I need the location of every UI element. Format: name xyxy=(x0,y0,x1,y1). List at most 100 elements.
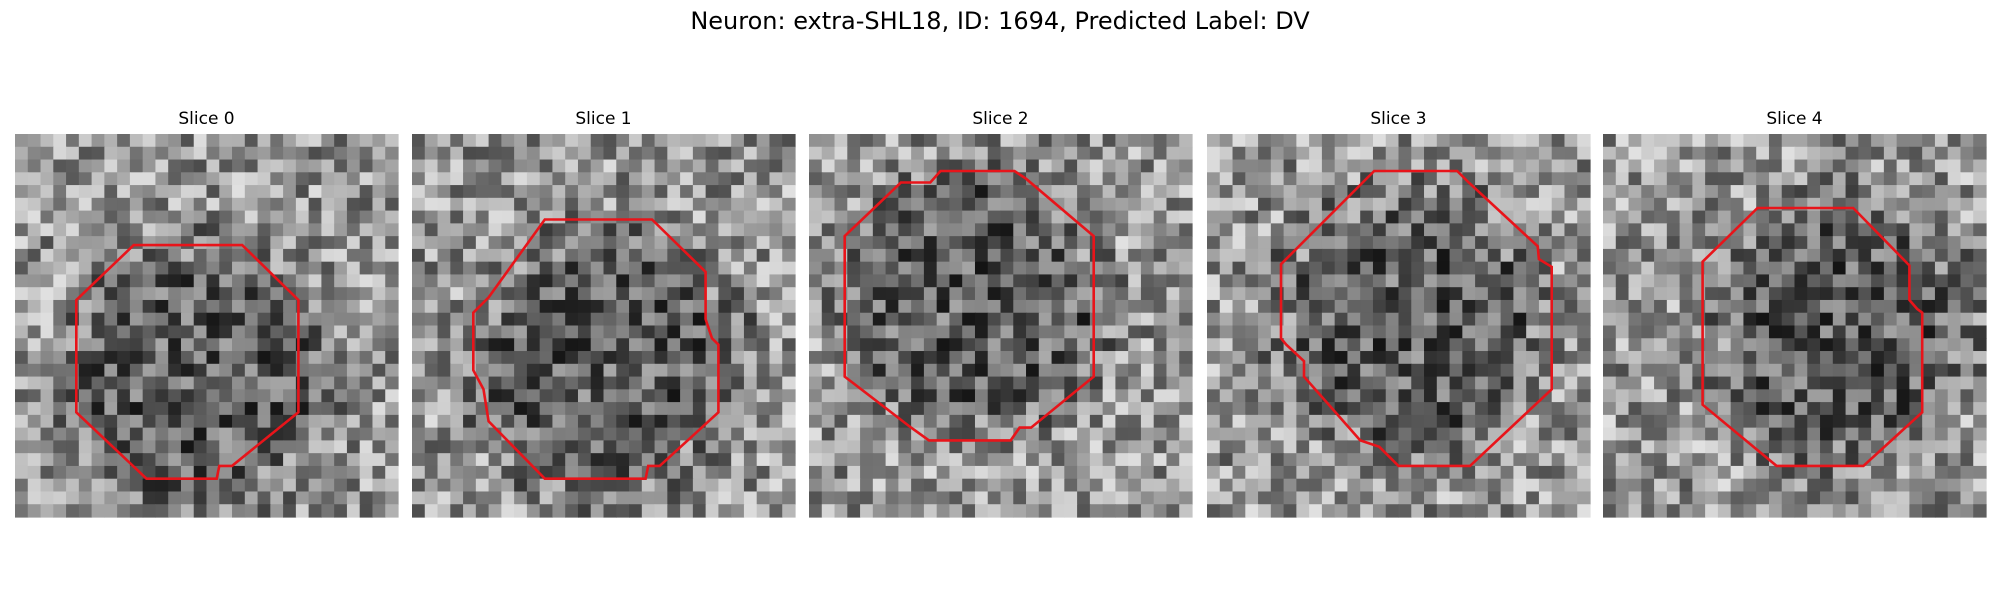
pixel xyxy=(590,134,605,148)
pixel xyxy=(1424,427,1438,441)
pixel xyxy=(270,185,284,199)
pixel xyxy=(987,312,1002,327)
pixel xyxy=(1449,299,1463,314)
pixel xyxy=(53,312,67,327)
pixel xyxy=(731,478,745,493)
pixel xyxy=(1692,172,1706,186)
pixel xyxy=(1000,338,1014,352)
pixel xyxy=(616,414,630,429)
pixel xyxy=(321,274,335,288)
pixel xyxy=(1666,338,1681,352)
pixel xyxy=(1372,159,1387,173)
pixel xyxy=(821,402,836,416)
pixel xyxy=(463,146,477,161)
pixel xyxy=(1270,172,1285,186)
pixel xyxy=(1296,210,1310,224)
pixel xyxy=(1089,453,1104,467)
pixel xyxy=(629,414,643,429)
pixel xyxy=(15,274,29,288)
pixel xyxy=(27,363,42,378)
pixel xyxy=(1832,351,1847,365)
pixel xyxy=(1934,223,1949,237)
pixel xyxy=(1487,274,1502,288)
pixel xyxy=(911,440,925,454)
pixel xyxy=(1973,185,1987,199)
pixel xyxy=(1232,427,1246,441)
pixel xyxy=(1179,299,1193,314)
pixel xyxy=(270,338,284,352)
pixel xyxy=(847,223,861,237)
pixel xyxy=(1064,351,1078,365)
pixel xyxy=(1807,414,1821,429)
pixel xyxy=(936,146,951,161)
pixel xyxy=(1296,376,1310,390)
pixel xyxy=(40,236,54,250)
pixel xyxy=(872,312,887,327)
pixel xyxy=(437,453,451,467)
pixel xyxy=(1705,325,1719,339)
pixel xyxy=(412,172,426,186)
pixel xyxy=(949,427,963,441)
pixel xyxy=(539,312,554,327)
pixel xyxy=(1896,351,1910,365)
pixel xyxy=(1321,363,1336,378)
pixel xyxy=(334,414,348,429)
pixel xyxy=(743,159,758,173)
pixel xyxy=(1283,427,1297,441)
pixel xyxy=(1845,210,1859,224)
pixel xyxy=(1832,236,1847,250)
pixel xyxy=(987,440,1002,454)
pixel xyxy=(590,402,605,416)
pixel xyxy=(1628,236,1642,250)
pixel xyxy=(385,185,399,199)
pixel xyxy=(974,261,989,276)
pixel xyxy=(117,504,131,518)
pixel xyxy=(1475,325,1489,339)
pixel xyxy=(142,325,157,339)
pixel xyxy=(1398,465,1412,480)
pixel xyxy=(308,248,322,263)
pixel xyxy=(1743,389,1757,403)
pixel xyxy=(1743,312,1757,327)
roi-outline xyxy=(1279,169,1553,468)
pixel xyxy=(731,376,745,390)
pixel xyxy=(1179,210,1193,224)
pixel xyxy=(1820,389,1834,403)
pixel xyxy=(769,223,783,237)
pixel xyxy=(270,287,284,301)
pixel xyxy=(180,338,195,352)
pixel xyxy=(501,197,515,212)
pixel xyxy=(616,338,630,352)
pixel xyxy=(936,159,951,173)
pixel xyxy=(1896,465,1910,480)
pixel xyxy=(1603,274,1617,288)
pixel xyxy=(40,210,54,224)
pixel xyxy=(1128,274,1142,288)
pixel xyxy=(1166,134,1180,148)
pixel xyxy=(1845,338,1859,352)
pixel xyxy=(1475,287,1489,301)
pixel xyxy=(1026,223,1040,237)
pixel xyxy=(155,363,169,378)
pixel xyxy=(1577,261,1591,276)
pixel xyxy=(1654,389,1668,403)
pixel xyxy=(1781,427,1796,441)
pixel xyxy=(974,210,989,224)
pixel xyxy=(450,376,464,390)
pixel xyxy=(437,402,451,416)
pixel xyxy=(1245,440,1259,454)
pixel xyxy=(1334,223,1349,237)
pixel xyxy=(526,248,541,263)
pixel xyxy=(1411,299,1425,314)
pixel xyxy=(1730,261,1745,276)
pixel xyxy=(667,363,681,378)
pixel xyxy=(1781,478,1796,493)
pixel xyxy=(1960,440,1974,454)
pixel xyxy=(1845,440,1859,454)
pixel xyxy=(603,414,617,429)
pixel xyxy=(501,414,515,429)
pixel xyxy=(1883,146,1898,161)
pixel xyxy=(1321,376,1336,390)
pixel xyxy=(1666,478,1681,493)
pixel xyxy=(1385,299,1400,314)
